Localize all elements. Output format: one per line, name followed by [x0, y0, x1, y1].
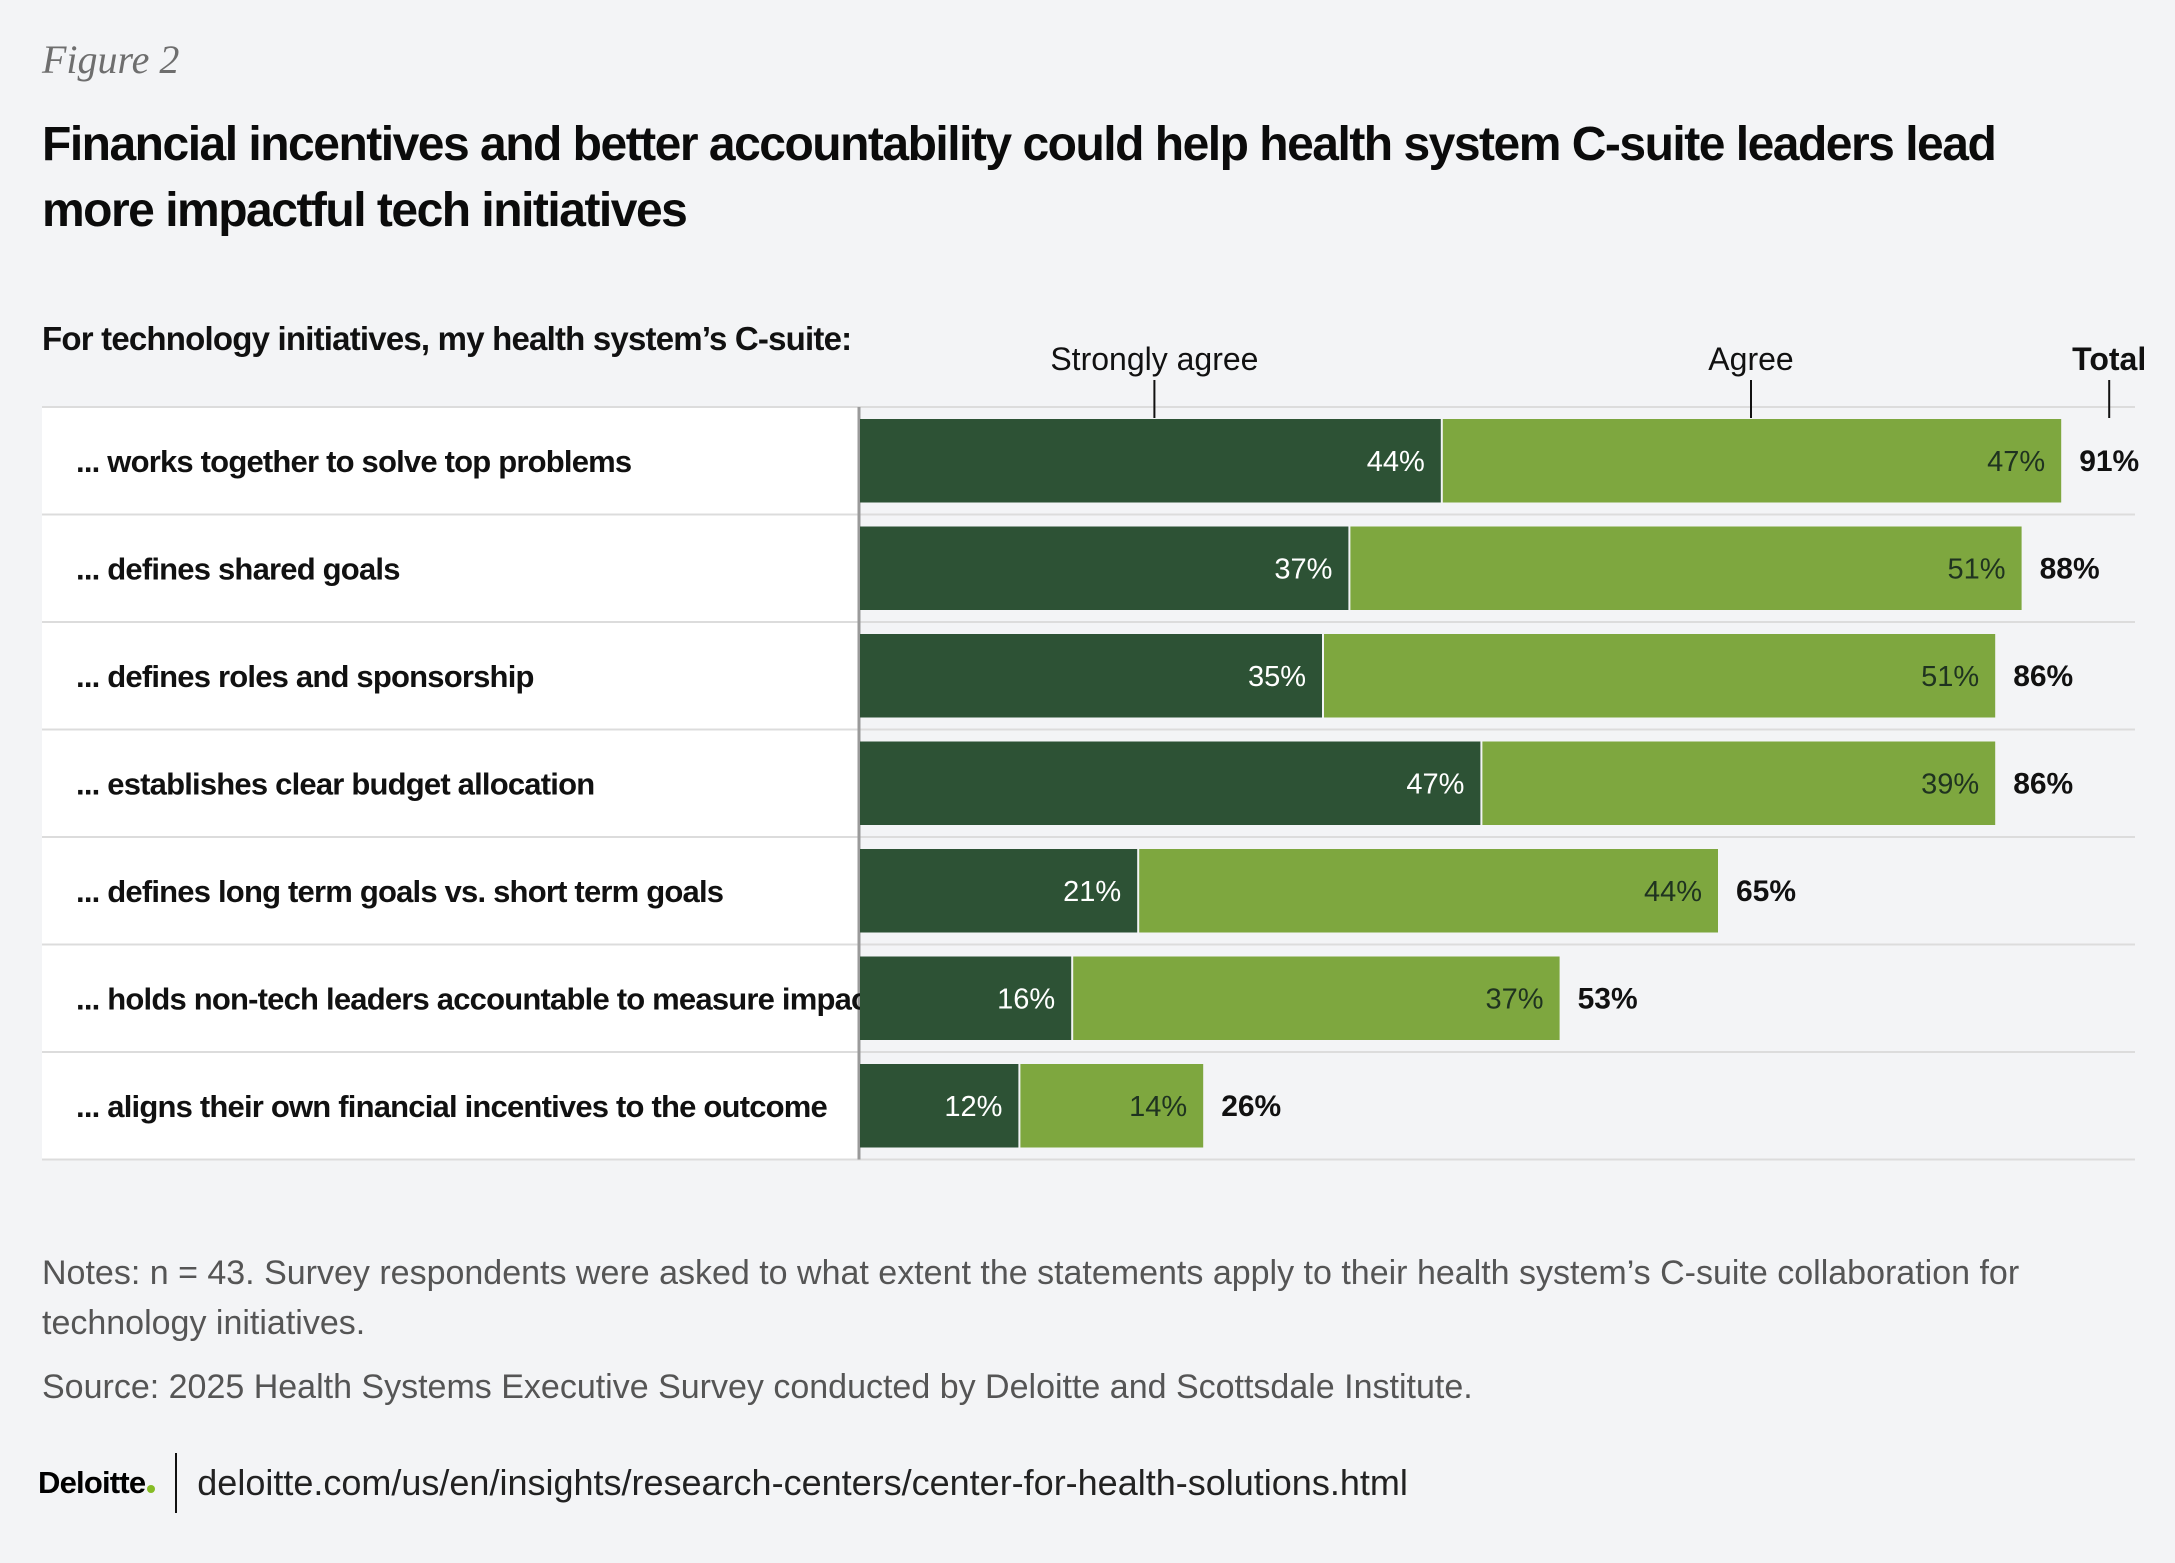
- value-label-agree: 44%: [1644, 876, 1702, 908]
- value-label-agree: 51%: [1948, 553, 2006, 585]
- category-label: ... works together to solve top problems: [76, 444, 631, 479]
- bar-strongly-agree: [860, 741, 1481, 825]
- bar-strongly-agree: [860, 634, 1322, 718]
- logo-text: Deloitte: [38, 1465, 146, 1500]
- deloitte-logo: Deloitte: [38, 1465, 156, 1501]
- bar-agree: [1442, 419, 2062, 503]
- value-label-agree: 14%: [1129, 1091, 1187, 1123]
- chart-question: For technology initiatives, my health sy…: [42, 320, 852, 357]
- value-label-strongly-agree: 12%: [944, 1091, 1002, 1123]
- bar-strongly-agree: [860, 1064, 1019, 1148]
- value-label-strongly-agree: 37%: [1274, 553, 1332, 585]
- category-label: ... holds non-tech leaders accountable t…: [76, 981, 878, 1016]
- value-label-strongly-agree: 44%: [1367, 446, 1425, 478]
- total-label: 26%: [1221, 1090, 1281, 1123]
- footer: Deloitte deloitte.com/us/en/insights/res…: [38, 1450, 1408, 1516]
- legend-strongly-agree: Strongly agree: [1050, 341, 1258, 377]
- bar-agree: [1482, 741, 1996, 825]
- chart-title: Financial incentives and better accounta…: [42, 118, 1997, 237]
- bar-strongly-agree: [860, 956, 1072, 1040]
- value-label-strongly-agree: 35%: [1248, 661, 1306, 693]
- stacked-bar-chart: ... works together to solve top problems…: [42, 341, 2146, 1161]
- row-label-bg: [42, 729, 858, 837]
- footer-link[interactable]: deloitte.com/us/en/insights/research-cen…: [197, 1462, 1408, 1503]
- row-label-bg: [42, 622, 858, 730]
- total-label: 91%: [2079, 445, 2139, 478]
- figure-label: Figure 2: [42, 37, 180, 82]
- category-label: ... defines long term goals vs. short te…: [76, 874, 723, 909]
- bar-agree: [1073, 956, 1560, 1040]
- value-label-agree: 37%: [1486, 983, 1544, 1015]
- bar-strongly-agree: [860, 419, 1441, 503]
- total-label: 65%: [1736, 875, 1796, 908]
- value-label-agree: 51%: [1921, 661, 1979, 693]
- row-label-bg: [42, 944, 858, 1052]
- value-label-strongly-agree: 47%: [1406, 768, 1464, 800]
- bar-strongly-agree: [860, 849, 1138, 933]
- row-label-bg: [42, 407, 858, 515]
- category-label: ... defines shared goals: [76, 551, 400, 586]
- bar-strongly-agree: [860, 526, 1349, 610]
- category-label: ... establishes clear budget allocation: [76, 766, 594, 801]
- bar-agree: [1324, 634, 1996, 718]
- row-label-bg: [42, 837, 858, 945]
- value-label-agree: 47%: [1987, 446, 2045, 478]
- source: Source: 2025 Health Systems Executive Su…: [42, 1368, 1473, 1406]
- category-label: ... aligns their own financial incentive…: [76, 1089, 828, 1124]
- total-label: 53%: [1578, 982, 1638, 1015]
- bar-agree: [1139, 849, 1718, 933]
- bar-agree: [1350, 526, 2022, 610]
- legend-agree: Agree: [1708, 341, 1793, 377]
- footer-divider: [175, 1453, 178, 1513]
- category-label: ... defines roles and sponsorship: [76, 659, 534, 694]
- notes: Notes: n = 43. Survey respondents were a…: [42, 1254, 2020, 1342]
- total-label: 88%: [2040, 552, 2100, 585]
- value-label-strongly-agree: 16%: [997, 983, 1055, 1015]
- row-label-bg: [42, 514, 858, 622]
- bar-agree: [1020, 1064, 1204, 1148]
- total-label: 86%: [2013, 660, 2073, 693]
- legend-total: Total: [2072, 341, 2146, 377]
- value-label-strongly-agree: 21%: [1063, 876, 1121, 908]
- row-label-bg: [42, 1052, 858, 1160]
- value-label-agree: 39%: [1921, 768, 1979, 800]
- logo-dot-icon: [147, 1485, 156, 1493]
- total-label: 86%: [2013, 767, 2073, 800]
